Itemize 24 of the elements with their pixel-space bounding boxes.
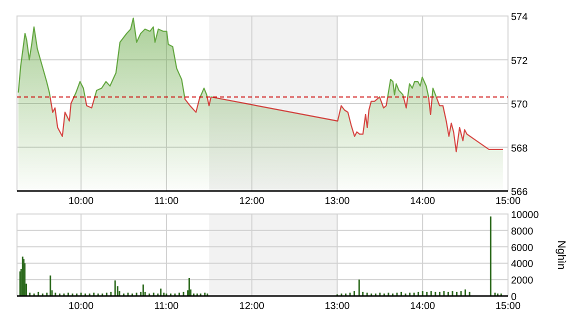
x-tick-label: 14:00 [410, 196, 436, 207]
y-tick-label: 4000 [511, 259, 534, 270]
y-tick-label: 6000 [511, 242, 534, 254]
y-tick-label: 570 [511, 100, 528, 110]
x-tick-label: 12:00 [239, 301, 265, 312]
x-tick-label: 10:00 [68, 301, 94, 312]
x-tick-label: 10:00 [68, 196, 94, 207]
x-tick-label: 15:00 [495, 196, 521, 207]
x-tick-label: 13:00 [324, 301, 350, 312]
y-tick-label: 8000 [511, 226, 534, 238]
y-tick-label: 0 [511, 292, 517, 303]
x-tick-label: 11:00 [154, 301, 180, 312]
x-tick-label: 13:00 [324, 196, 350, 207]
x-tick-label: 14:00 [410, 301, 436, 312]
y-tick-label: 566 [511, 187, 528, 198]
y-tick-label: 572 [511, 56, 528, 67]
y-tick-label: 568 [511, 143, 528, 154]
y-tick-label: 10000 [511, 210, 540, 221]
x-tick-label: 12:00 [239, 196, 265, 207]
y-tick-label: 2000 [511, 276, 534, 287]
y-tick-label: 574 [511, 12, 528, 23]
x-tick-label: 15:00 [495, 301, 521, 312]
x-tick-label: 11:00 [154, 196, 180, 207]
y-axis-title: Nghìn [555, 240, 567, 270]
